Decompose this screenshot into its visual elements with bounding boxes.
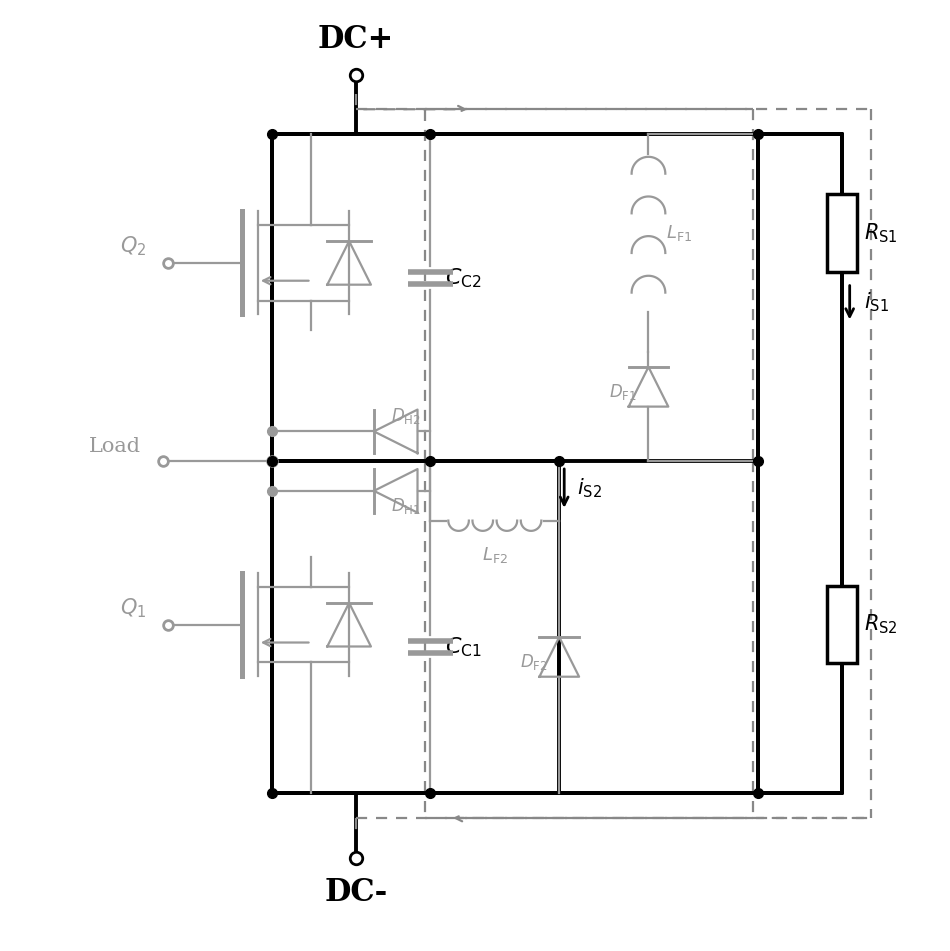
- Text: $i_{\rm S2}$: $i_{\rm S2}$: [577, 476, 602, 500]
- Bar: [826, 586, 857, 664]
- Text: $Q_2$: $Q_2$: [120, 234, 146, 258]
- Bar: [826, 195, 857, 272]
- Text: $R_{\rm S2}$: $R_{\rm S2}$: [864, 612, 897, 636]
- Text: $i_{\rm S1}$: $i_{\rm S1}$: [864, 291, 888, 315]
- Text: $R_{\rm S1}$: $R_{\rm S1}$: [864, 222, 897, 245]
- Text: $D_{\rm H1}$: $D_{\rm H1}$: [390, 495, 421, 515]
- Text: DC-: DC-: [325, 878, 388, 908]
- Text: DC+: DC+: [318, 24, 394, 55]
- Text: $L_{\rm F2}$: $L_{\rm F2}$: [482, 545, 508, 566]
- Text: $C_{\rm C1}$: $C_{\rm C1}$: [446, 635, 482, 659]
- Text: Load: Load: [89, 437, 141, 456]
- Text: $C_{\rm C2}$: $C_{\rm C2}$: [446, 266, 482, 289]
- Text: $D_{\rm F1}$: $D_{\rm F1}$: [609, 381, 637, 401]
- Text: $D_{\rm H2}$: $D_{\rm H2}$: [390, 406, 421, 426]
- Text: $D_{\rm F2}$: $D_{\rm F2}$: [520, 651, 547, 671]
- Text: $Q_1$: $Q_1$: [120, 596, 146, 620]
- Text: $L_{\rm F1}$: $L_{\rm F1}$: [666, 223, 693, 243]
